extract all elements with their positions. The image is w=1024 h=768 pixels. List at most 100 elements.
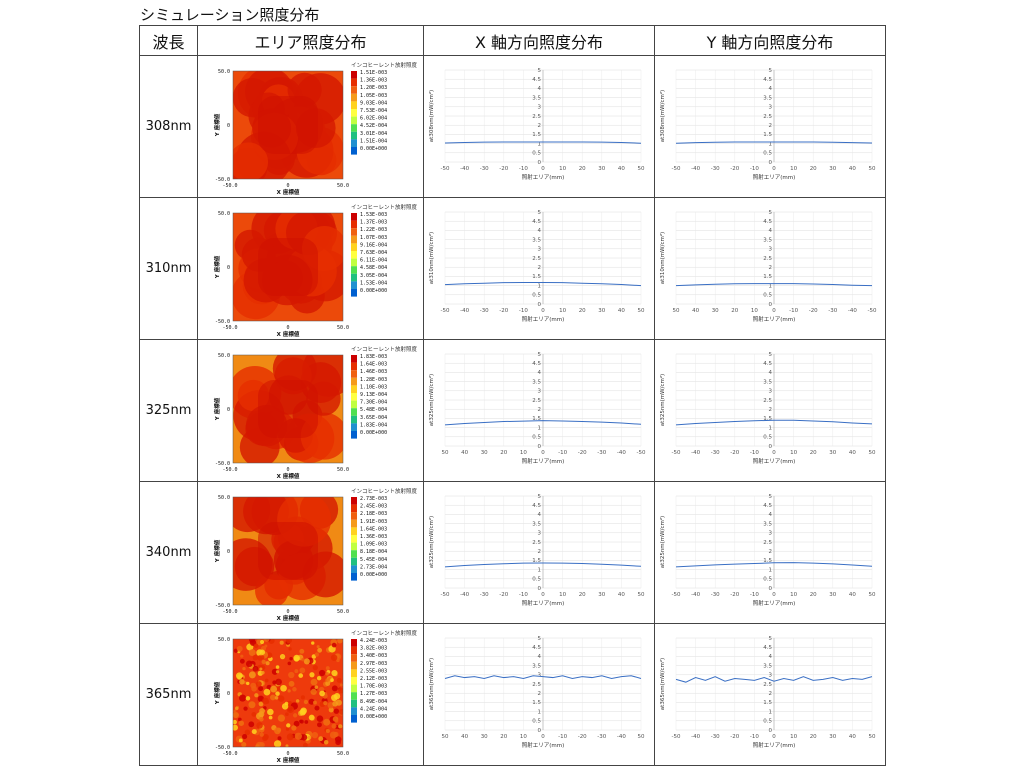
x-tick-label: 20 bbox=[579, 166, 586, 172]
y-tick-label: 2.5 bbox=[532, 681, 541, 687]
x-tick-label: -20 bbox=[499, 592, 508, 598]
area-map-cell: 50.0 0 -50.0 -50.0 0 50.0 X 座標値 Y 座標値 インコヒーレント放射… bbox=[197, 623, 424, 766]
map-y-tick: 50.0 bbox=[217, 637, 229, 643]
x-tick-label: 10 bbox=[559, 308, 566, 314]
y-tick-label: 0.5 bbox=[763, 292, 772, 298]
x-tick-label: -50 bbox=[441, 308, 450, 314]
legend-title: インコヒーレント放射照度 bbox=[351, 487, 418, 495]
legend-swatch bbox=[350, 661, 357, 669]
irradiance-line-chart: 0 0.5 1 1.5 2 2.5 3 3.5 4 4.5 5 50 40 30 20 10 0 -10 -20 -3… bbox=[428, 351, 646, 465]
x-tick-label: 10 bbox=[520, 450, 527, 456]
y-tick-label: 1 bbox=[769, 709, 773, 715]
y-tick-label: 0.5 bbox=[763, 434, 772, 440]
x-axis-chart-cell: 0 0.5 1 1.5 2 2.5 3 3.5 4 4.5 5 -50 -40 -30 -20 -10 0 10 2… bbox=[423, 481, 655, 624]
series-line bbox=[675, 561, 873, 567]
x-tick-label: -50 bbox=[868, 308, 877, 314]
legend-title: インコヒーレント放射照度 bbox=[351, 345, 418, 353]
x-tick-label: -50 bbox=[441, 592, 450, 598]
legend-swatch bbox=[350, 108, 357, 117]
y-tick-label: 4 bbox=[769, 86, 773, 92]
irradiance-line-chart: 0 0.5 1 1.5 2 2.5 3 3.5 4 4.5 5 -50 -40 -30 -20 -10 0 10 2… bbox=[659, 635, 876, 748]
wavelength-label: 325nm bbox=[139, 339, 198, 482]
legend-title: インコヒーレント放射照度 bbox=[351, 629, 418, 637]
x-tick-label: -20 bbox=[730, 166, 739, 172]
legend-value: 1.09E-003 bbox=[360, 541, 387, 547]
x-tick-label: -40 bbox=[617, 734, 626, 740]
y-tick-label: 3 bbox=[769, 672, 773, 678]
legend-swatch bbox=[350, 116, 357, 124]
map-y-tick: -50.0 bbox=[214, 745, 229, 751]
x-axis-chart-cell: 0 0.5 1 1.5 2 2.5 3 3.5 4 4.5 5 50 40 30 20 10 0 -10 -20 -3… bbox=[423, 339, 655, 482]
legend-swatch bbox=[350, 362, 357, 370]
y-tick-label: 0 bbox=[538, 443, 542, 449]
legend-value: 1.53E-003 bbox=[360, 212, 387, 218]
x-axis-label: 照射エリア(mm) bbox=[753, 315, 796, 323]
legend-swatch bbox=[350, 526, 357, 535]
legend-swatch bbox=[350, 422, 357, 431]
legend-value: 1.70E-003 bbox=[360, 683, 387, 689]
x-tick-label: -30 bbox=[480, 308, 489, 314]
x-axis-label: 照射エリア(mm) bbox=[522, 457, 565, 465]
legend-swatch bbox=[350, 430, 357, 439]
y-tick-label: 5 bbox=[769, 493, 773, 499]
legend-value: 4.58E-004 bbox=[360, 265, 387, 271]
legend-value: 3.05E-004 bbox=[360, 272, 387, 278]
x-tick-label: 20 bbox=[810, 734, 817, 740]
legend-value: 9.03E-004 bbox=[360, 100, 387, 106]
legend-value: 2.12E-003 bbox=[360, 676, 387, 682]
irradiance-map: 50.0 0 -50.0-50.0 0 50.0 X 座標値 Y 座標値 インコヒーレント放射… bbox=[213, 487, 418, 622]
legend-value: 2.55E-003 bbox=[360, 668, 387, 674]
x-tick-label: -40 bbox=[460, 592, 469, 598]
legend-value: 1.37E-003 bbox=[360, 219, 387, 225]
irradiance-line-chart: 0 0.5 1 1.5 2 2.5 3 3.5 4 4.5 5 50 40 30 20 10 0 -10 -20 -3… bbox=[659, 209, 877, 323]
x-tick-label: 40 bbox=[461, 734, 468, 740]
x-tick-label: 40 bbox=[849, 450, 856, 456]
legend-swatch bbox=[350, 377, 357, 385]
x-tick-label: -20 bbox=[499, 166, 508, 172]
map-y-label: Y 座標値 bbox=[213, 113, 221, 137]
y-tick-label: 5 bbox=[538, 67, 542, 73]
y-tick-label: 1 bbox=[769, 425, 773, 431]
legend-swatch bbox=[350, 227, 357, 236]
y-tick-label: 5 bbox=[538, 209, 542, 215]
legend-value: 4.24E-003 bbox=[360, 638, 387, 644]
x-tick-label: -10 bbox=[519, 166, 528, 172]
series-line bbox=[444, 419, 642, 425]
series-line bbox=[444, 140, 642, 144]
map-x-tick: 0 bbox=[286, 751, 289, 757]
area-map-cell: 50.0 0 -50.0 -50.0 0 50.0 X 座標値 Y 座標値 インコヒーレント放射… bbox=[197, 339, 424, 482]
y-tick-label: 1 bbox=[538, 283, 542, 289]
map-x-tick: 0 bbox=[286, 183, 289, 189]
legend-swatch bbox=[350, 93, 357, 101]
y-tick-label: 0 bbox=[538, 159, 542, 165]
series-line bbox=[675, 419, 873, 425]
legend-swatch bbox=[350, 684, 357, 692]
irradiance-line-chart: 0 0.5 1 1.5 2 2.5 3 3.5 4 4.5 5 -50 -40 -30 -20 -10 0 10 2… bbox=[659, 67, 876, 180]
x-tick-label: 50 bbox=[638, 308, 645, 314]
y-axis-chart-cell: 0 0.5 1 1.5 2 2.5 3 3.5 4 4.5 5 -50 -40 -30 -20 -10 0 10 2… bbox=[654, 55, 886, 198]
y-tick-label: 2.5 bbox=[532, 397, 541, 403]
legend-value: 3.40E-003 bbox=[360, 653, 387, 659]
x-tick-label: -40 bbox=[691, 166, 700, 172]
legend-swatch bbox=[350, 212, 357, 221]
y-tick-label: 4.5 bbox=[532, 219, 541, 225]
y-tick-label: 3 bbox=[538, 104, 542, 110]
x-tick-label: 40 bbox=[618, 592, 625, 598]
map-y-label: Y 座標値 bbox=[213, 255, 221, 279]
map-y-tick: 0 bbox=[226, 123, 229, 129]
irradiance-line-chart: 0 0.5 1 1.5 2 2.5 3 3.5 4 4.5 5 50 40 30 20 10 0 -10 -20 -3… bbox=[428, 635, 645, 748]
y-tick-label: 4 bbox=[538, 86, 542, 92]
x-tick-label: -20 bbox=[578, 450, 587, 456]
legend-swatch bbox=[350, 653, 357, 662]
x-tick-label: -50 bbox=[672, 734, 681, 740]
x-tick-label: 50 bbox=[638, 592, 645, 598]
wavelength-label: 308nm bbox=[139, 55, 198, 198]
map-x-tick: -50.0 bbox=[222, 183, 237, 189]
x-tick-label: 50 bbox=[638, 734, 645, 740]
legend-swatch bbox=[350, 504, 357, 512]
y-axis-label: at365nm(mW/cm²) bbox=[428, 657, 435, 709]
x-tick-label: -10 bbox=[558, 450, 567, 456]
y-tick-label: 3 bbox=[769, 246, 773, 252]
